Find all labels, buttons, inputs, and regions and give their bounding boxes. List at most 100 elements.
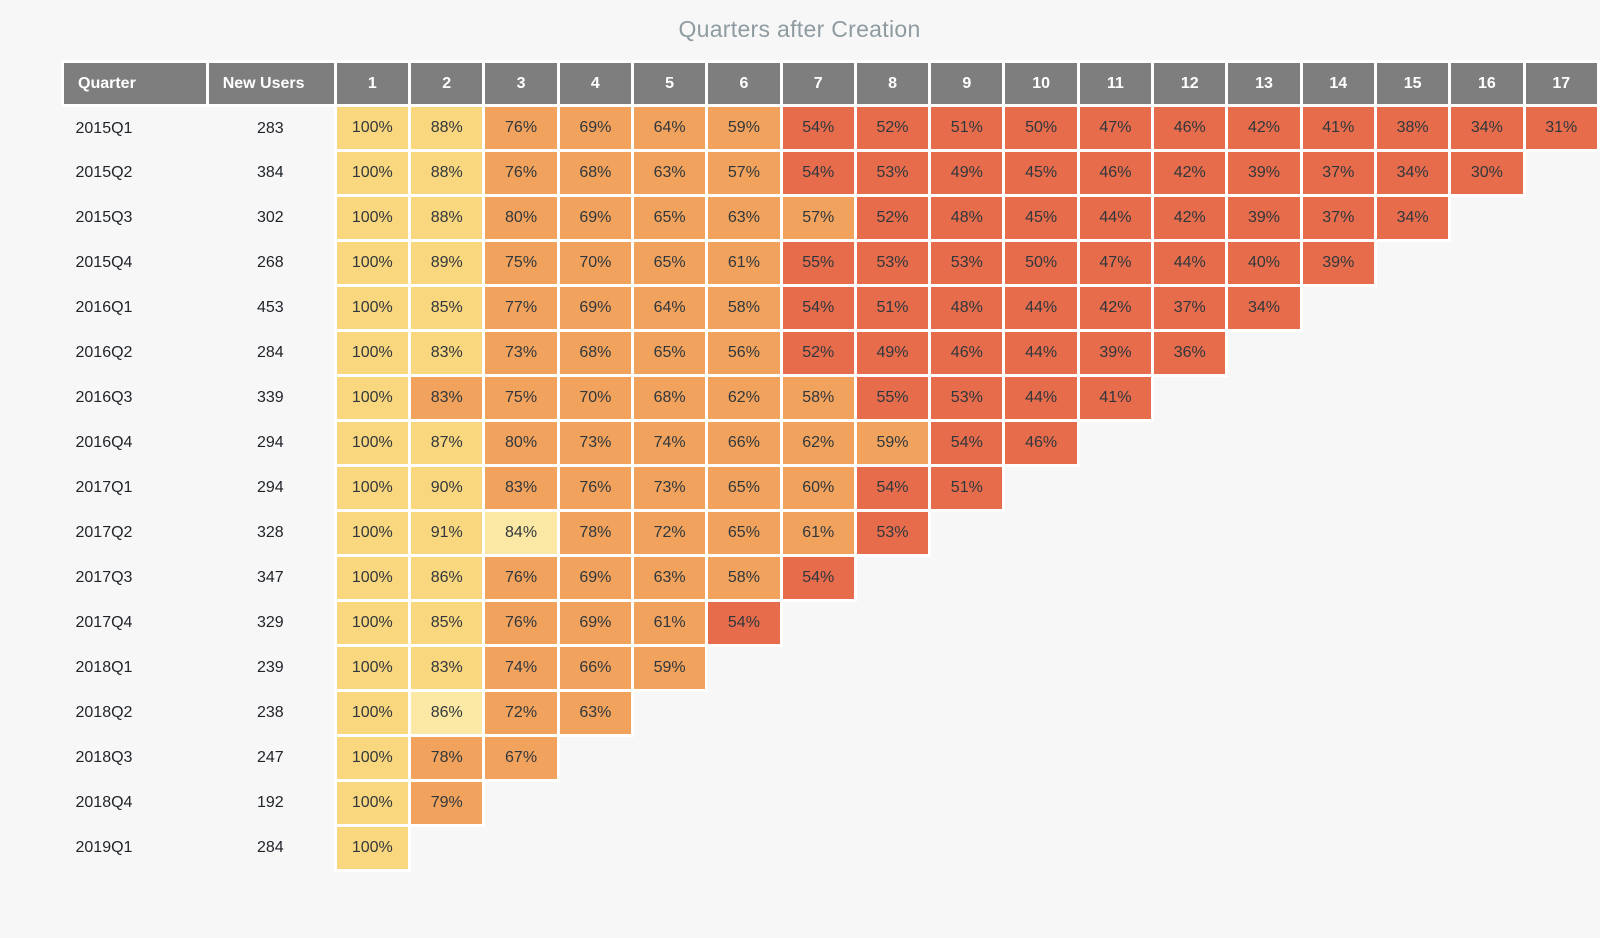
heatmap-cell: 41% [1299,104,1377,152]
heatmap-cell: 100% [333,419,412,467]
empty-cell [1078,601,1152,646]
heatmap-cell: 44% [1002,374,1080,422]
heatmap-cell: 85% [408,599,486,647]
empty-cell [855,736,929,781]
heatmap-cell: 100% [333,239,412,287]
heatmap-cell: 61% [779,509,857,557]
empty-cell [1301,421,1375,466]
heatmap-cell: 89% [408,239,486,287]
empty-cell [1450,196,1524,241]
heatmap-cell: 54% [779,284,857,332]
heatmap-cell: 67% [482,734,560,782]
empty-cell [1078,511,1152,556]
row-quarter-label: 2018Q1 [75,659,133,676]
table-row: 2016Q2 284 100% 83% 73% 68% 65% 56% 52% 49% 46% 44%… [63,329,1599,377]
heatmap-cell: 44% [1002,284,1080,332]
empty-cell [1078,421,1152,466]
empty-cell [1524,376,1598,421]
heatmap-cell: 54% [779,104,857,152]
empty-cell [1524,646,1598,691]
empty-cell [1375,781,1449,826]
column-header-period: 11 [1076,60,1155,107]
heatmap-cell: 39% [1299,239,1377,287]
empty-cell [930,646,1004,691]
empty-cell [1301,691,1375,736]
empty-cell [558,736,632,781]
empty-cell [1375,511,1449,556]
empty-cell [1450,826,1524,871]
empty-cell [707,781,781,826]
empty-cell [1450,556,1524,601]
column-header-period: 16 [1448,60,1526,107]
empty-cell [1524,511,1598,556]
heatmap-cell: 75% [482,374,560,422]
empty-cell [1078,691,1152,736]
row-new-users: 329 [257,614,284,631]
column-header-period: 10 [1002,60,1080,107]
column-header-period: 3 [482,60,560,107]
table-row: 2018Q2 238 100% 86% 72% 63% [63,689,1599,737]
heatmap-cell: 51% [928,104,1006,152]
row-quarter-label: 2015Q2 [75,164,133,181]
heatmap-cell: 65% [630,194,709,242]
heatmap-cell: 55% [853,374,932,422]
table-body: 2015Q1 283 100% 88% 76% 69% 64% 59% 54% 52% 51% 50%… [63,104,1600,872]
column-header-period: 9 [928,60,1006,107]
table-row: 2015Q2 384 100% 88% 76% 68% 63% 57% 54% 53% 49% 45%… [63,149,1599,197]
empty-cell [855,556,929,601]
row-quarter-label: 2015Q4 [75,254,133,271]
heatmap-cell: 86% [408,554,486,602]
row-quarter-label: 2016Q2 [75,344,133,361]
column-header-period: 12 [1151,60,1229,107]
heatmap-cell: 53% [853,239,932,287]
empty-cell [1375,331,1449,376]
heatmap-cell: 45% [1002,149,1080,197]
empty-cell [410,826,484,871]
empty-cell [1524,151,1598,196]
empty-cell [1450,241,1524,286]
row-new-users: 284 [257,344,284,361]
heatmap-cell: 64% [630,284,709,332]
heatmap-cell: 57% [705,149,783,197]
heatmap-cell: 91% [408,509,486,557]
empty-cell [1375,556,1449,601]
table-row: 2018Q4 192 100% 79% [63,779,1599,827]
heatmap-cell: 100% [333,644,412,692]
empty-cell [1301,736,1375,781]
heatmap-cell: 68% [556,149,634,197]
empty-cell [1375,241,1449,286]
heatmap-cell: 65% [630,329,709,377]
heatmap-cell: 54% [928,419,1006,467]
empty-cell [930,781,1004,826]
table-row: 2016Q1 453 100% 85% 77% 69% 64% 58% 54% 51% 48% 44%… [63,284,1599,332]
heatmap-cell: 100% [333,284,412,332]
heatmap-cell: 58% [705,554,783,602]
empty-cell [1375,421,1449,466]
heatmap-cell: 46% [1151,104,1229,152]
heatmap-cell: 88% [408,194,486,242]
empty-cell [1375,736,1449,781]
heatmap-cell: 42% [1225,104,1303,152]
empty-cell [855,601,929,646]
heatmap-cell: 54% [705,599,783,647]
empty-cell [1153,376,1227,421]
heatmap-cell: 100% [333,464,412,512]
empty-cell [1153,466,1227,511]
empty-cell [1524,331,1598,376]
heatmap-cell: 47% [1076,104,1155,152]
empty-cell [1153,601,1227,646]
heatmap-cell: 53% [853,149,932,197]
column-header-period: 15 [1373,60,1452,107]
heatmap-cell: 34% [1225,284,1303,332]
empty-cell [707,646,781,691]
heatmap-cell: 69% [556,599,634,647]
empty-cell [781,736,855,781]
empty-cell [1227,376,1301,421]
heatmap-cell: 42% [1076,284,1155,332]
empty-cell [781,691,855,736]
heatmap-cell: 88% [408,149,486,197]
heatmap-cell: 80% [482,194,560,242]
row-new-users: 294 [257,434,284,451]
heatmap-cell: 64% [630,104,709,152]
empty-cell [930,691,1004,736]
